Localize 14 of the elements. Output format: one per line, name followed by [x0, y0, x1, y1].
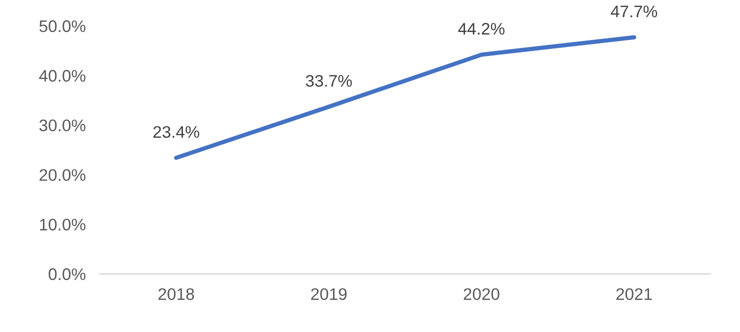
data-label: 44.2% [458, 22, 504, 35]
y-tick-label: 30.0% [39, 120, 86, 132]
y-tick-label: 0.0% [48, 268, 86, 280]
y-tick-label: 50.0% [39, 20, 86, 32]
x-tick-label: 2019 [311, 288, 347, 300]
x-tick-label: 2018 [158, 288, 194, 300]
x-tick-label: 2021 [616, 288, 652, 300]
y-tick-label: 10.0% [40, 218, 86, 230]
data-label: 47.7% [610, 6, 658, 18]
data-label: 33.7% [306, 74, 352, 87]
x-tick-label: 2020 [464, 288, 500, 300]
y-tick-label: 40.0% [39, 70, 86, 82]
y-tick-label: 20.0% [40, 169, 86, 181]
data-label: 23.4% [153, 126, 200, 138]
